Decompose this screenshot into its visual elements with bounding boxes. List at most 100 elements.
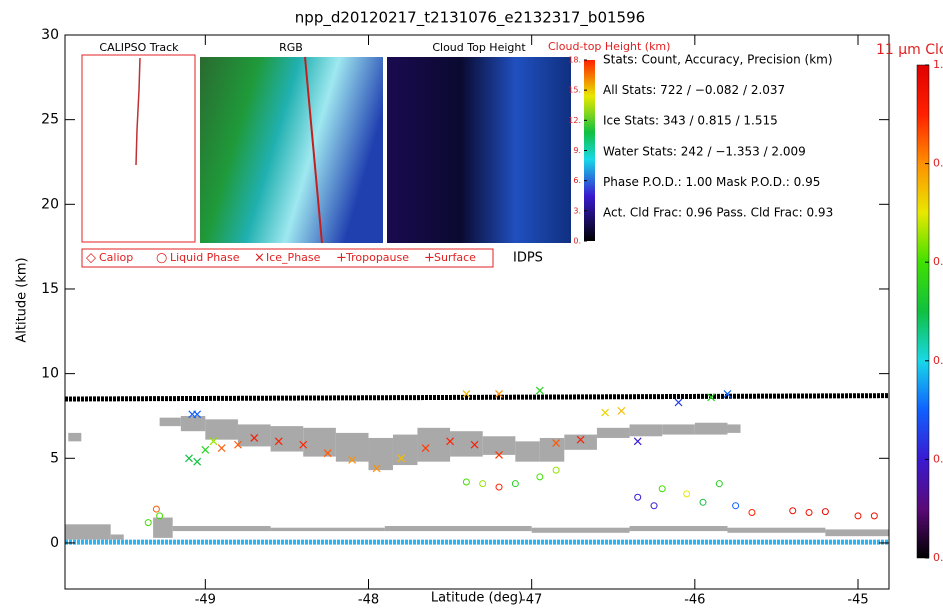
ice-point — [495, 450, 503, 459]
legend-label: Liquid Phase — [170, 251, 240, 264]
ice-point — [193, 457, 202, 466]
caliop-layer — [335, 432, 369, 462]
liquid-point — [152, 505, 160, 513]
y-tick-label: 15 — [41, 281, 59, 297]
colorbar-tick-label: 0.6 — [933, 255, 943, 268]
liquid-point — [789, 507, 797, 515]
caliop-layer — [153, 517, 173, 538]
ice-point — [193, 410, 202, 419]
cth-tick-label: 6. — [573, 176, 581, 185]
caliop-layer — [629, 526, 728, 532]
stats-line: Act. Cld Frac: 0.96 Pass. Cld Frac: 0.93 — [603, 206, 833, 220]
ice-point — [323, 449, 332, 458]
ice-point — [397, 454, 406, 463]
liquid-point — [552, 466, 560, 474]
ice-point — [535, 386, 544, 395]
caliop-layer — [110, 534, 124, 540]
y-axis-label: Altitude (km) — [15, 257, 30, 342]
x-tick-label: -48 — [358, 593, 379, 608]
cth-colorbar-label: Cloud-top Height (km) — [548, 40, 670, 53]
caliop-layer — [515, 441, 540, 462]
cth-tick-label: 9. — [573, 146, 581, 155]
caliop-layer — [539, 437, 565, 462]
liquid-point — [821, 508, 829, 516]
liquid-point — [650, 502, 658, 510]
y-tick-label: 5 — [50, 450, 59, 466]
cth-tick-label: 15. — [568, 86, 581, 95]
cth-image — [387, 57, 571, 243]
ice-point — [299, 440, 308, 449]
x-tick-label: -49 — [195, 593, 216, 608]
inset-title: Cloud Top Height — [432, 41, 526, 54]
ice-point — [348, 456, 357, 464]
caliop-layer — [629, 424, 663, 437]
ice-point — [185, 454, 193, 463]
liquid-point — [715, 480, 723, 488]
legend-symbol: × — [254, 251, 265, 266]
ice-point — [421, 444, 430, 453]
plot-area: -49 -48 -47 -46 -45 0 5 10 15 20 25 30 — [41, 27, 890, 608]
ice-point — [723, 390, 732, 398]
colorbar-label: 11 μm Cloud — [876, 42, 943, 58]
liquid-point — [144, 519, 152, 527]
caliop-layer — [384, 526, 532, 532]
stats-line: Phase P.O.D.: 1.00 Mask P.O.D.: 0.95 — [603, 175, 820, 189]
ice-point — [217, 444, 226, 453]
caliop-layer — [65, 524, 111, 540]
liquid-point — [634, 493, 642, 501]
caliop-layer — [531, 527, 630, 533]
ice-point — [470, 440, 479, 449]
caliop-layer — [159, 417, 181, 427]
caliop-layer — [482, 436, 516, 455]
x-tick-label: -45 — [847, 593, 868, 608]
liquid-point — [479, 480, 487, 488]
liquid-point — [805, 508, 813, 516]
caliop-layer — [825, 529, 889, 537]
caliop-layer — [727, 527, 826, 533]
cth-tick-label: 12. — [568, 116, 581, 125]
ice-point — [372, 464, 381, 473]
liquid-point — [156, 512, 164, 520]
ice-point — [209, 437, 218, 446]
rgb-image — [200, 57, 383, 243]
ice-point — [576, 435, 585, 444]
colorbar-tick-label: 0.2 — [933, 452, 943, 465]
ice-point — [601, 408, 610, 417]
inset-title: RGB — [279, 41, 303, 54]
legend-label: Tropopause — [345, 251, 409, 264]
liquid-point — [495, 483, 503, 491]
ice-point — [633, 437, 642, 446]
ice-point — [462, 390, 471, 398]
caliop-layer — [303, 427, 336, 457]
cth-tick-label: 18. — [568, 56, 581, 65]
ice-point — [552, 439, 561, 447]
colorbar-tick-label: 0.0 — [933, 551, 943, 564]
inset-title: CALIPSO Track — [99, 41, 179, 54]
liquid-point — [732, 502, 740, 510]
y-tick-label: 0 — [50, 535, 59, 551]
cth-ticks: 0. 3. 6. 9. 12. 15. 18. — [568, 56, 587, 246]
y-tick-label: 30 — [41, 27, 59, 43]
cth-tick-label: 3. — [573, 206, 581, 215]
tropopause-line — [64, 393, 890, 402]
colorbar-tick-label: 1.0 — [933, 58, 943, 71]
legend-note: IDPS — [513, 251, 543, 266]
stats: Stats: Count, Accuracy, Precision (km) Al… — [603, 53, 833, 220]
ice-point — [707, 393, 716, 402]
liquid-point — [683, 490, 691, 498]
liquid-point — [748, 508, 756, 516]
legend-label: Caliop — [99, 251, 133, 264]
chart-title: npp_d20120217_t2131076_e2132317_b01596 — [295, 9, 645, 28]
legend-label: Surface — [434, 251, 476, 264]
legend-symbol: ◇ — [86, 251, 96, 266]
legend-symbol: + — [336, 251, 347, 266]
stats-line: Water Stats: 242 / −1.353 / 2.009 — [603, 144, 806, 158]
stats-line: All Stats: 722 / −0.082 / 2.037 — [603, 83, 785, 97]
cth-colorbar — [584, 60, 595, 241]
colorbar-tick-label: 0.8 — [933, 157, 943, 170]
liquid-point — [462, 478, 470, 486]
legend — [81, 248, 494, 268]
ice-point — [201, 445, 210, 454]
y-tick-label: 20 — [41, 196, 59, 212]
